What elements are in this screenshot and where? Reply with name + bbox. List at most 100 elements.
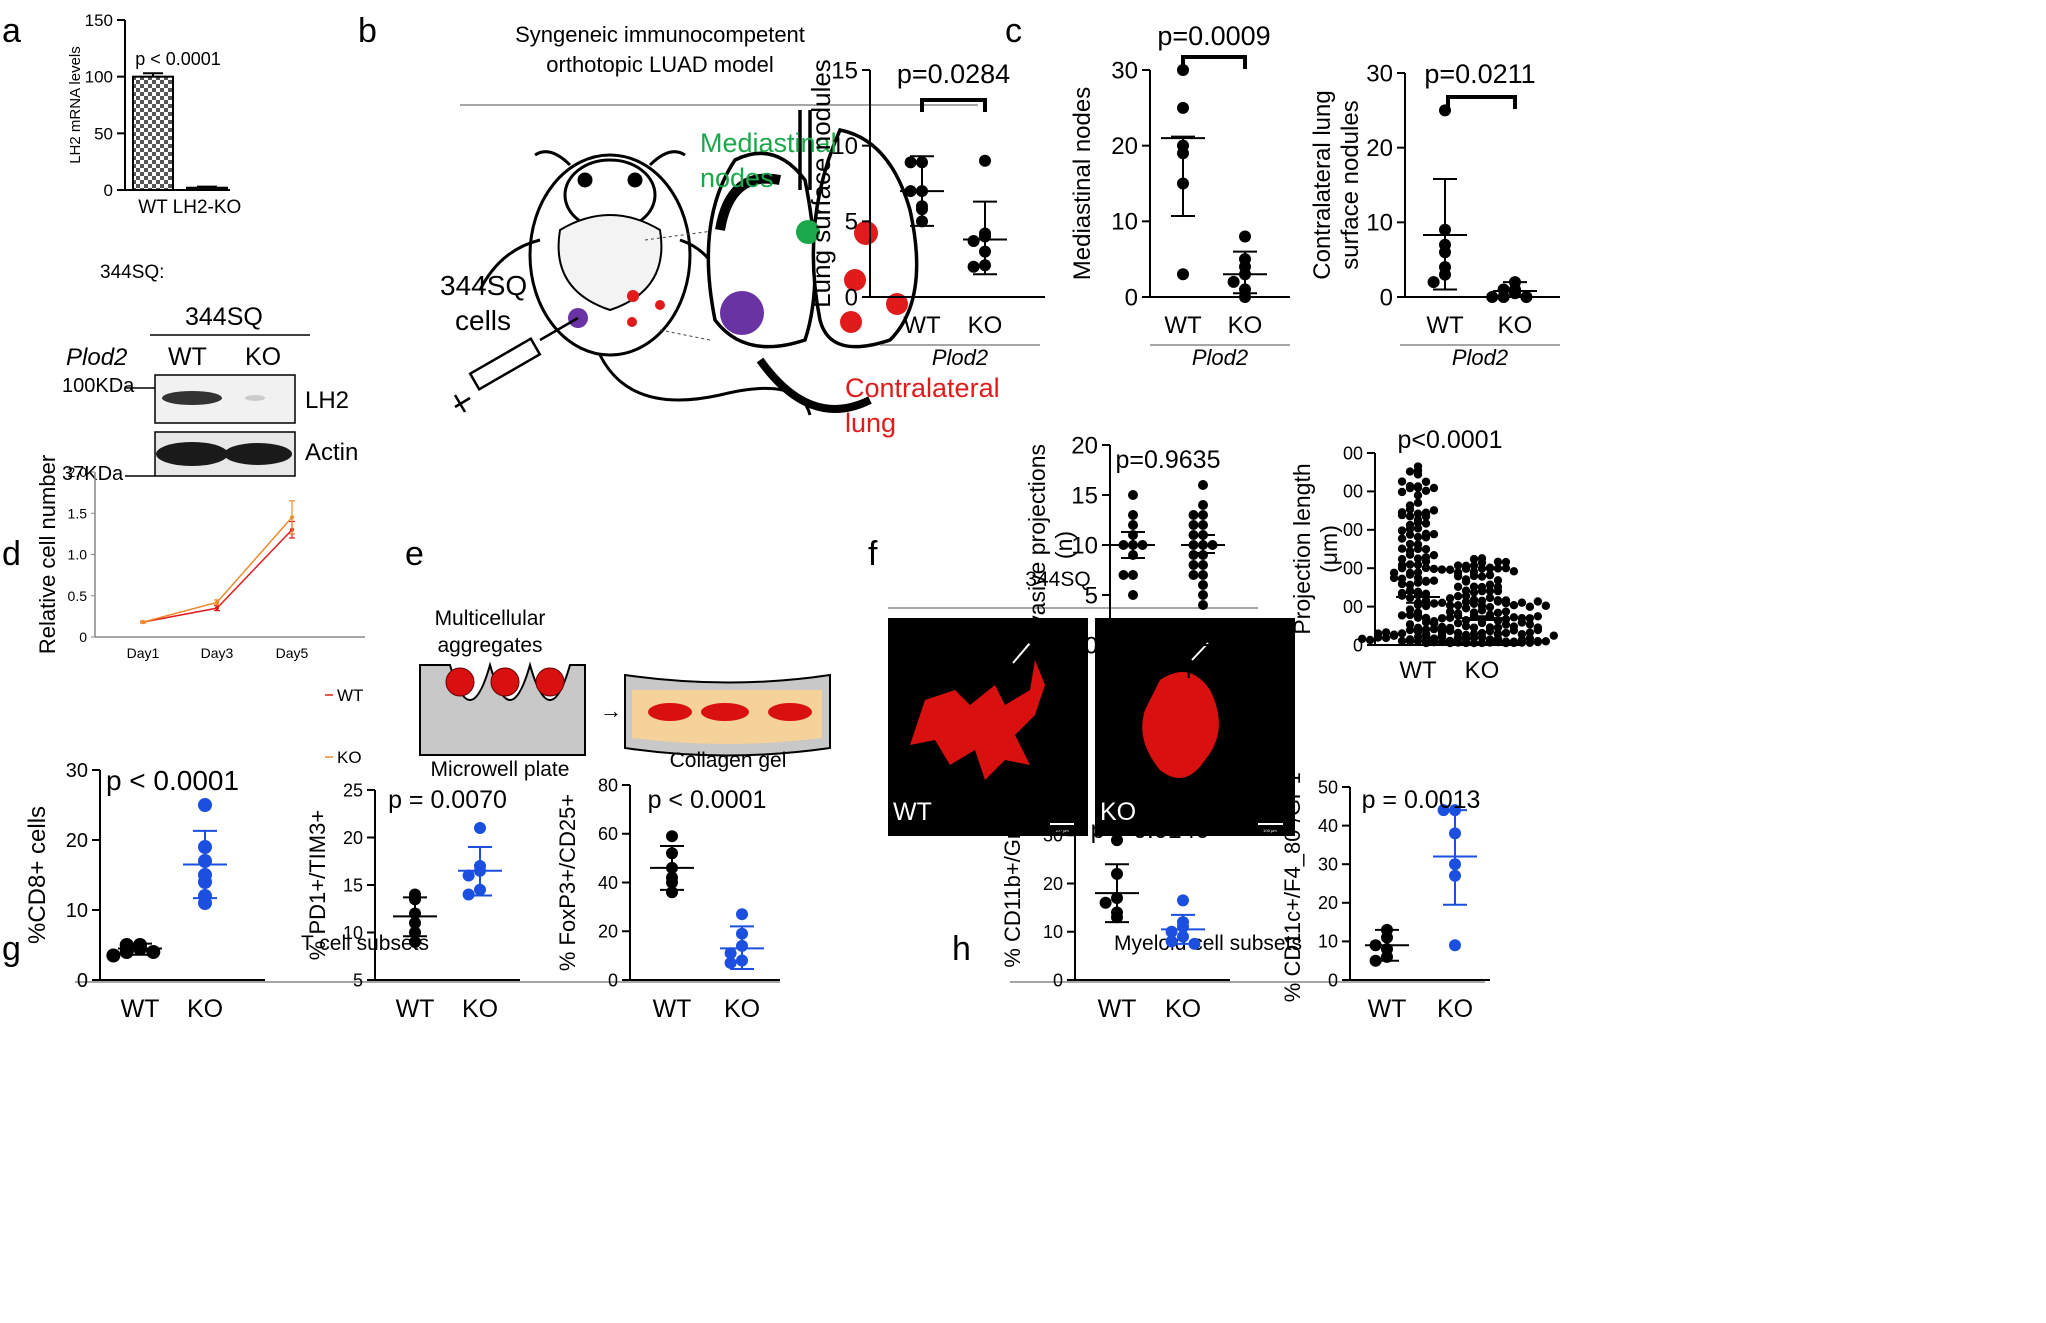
data-point <box>1198 590 1208 600</box>
chart-c3-contralateral-nodules: 0 10 20 30 Contralateral lung surface nodules… <box>1309 59 1560 370</box>
p-value: p=0.0009 <box>1157 21 1270 51</box>
x-tick-label: WT <box>653 995 692 1023</box>
data-point <box>1509 638 1519 648</box>
data-point <box>1397 526 1407 535</box>
data-point <box>1501 596 1511 605</box>
data-point <box>1405 546 1415 556</box>
data-point <box>1118 570 1129 580</box>
y-tick-label: 20 <box>1071 432 1098 459</box>
data-point <box>1453 561 1463 570</box>
data-point <box>1461 638 1471 648</box>
x-tick-label: Day5 <box>276 645 309 661</box>
data-point <box>1461 561 1471 571</box>
data-point <box>1449 939 1461 952</box>
data-point <box>1357 634 1367 644</box>
data-point <box>1477 582 1487 592</box>
data-point <box>1421 553 1431 562</box>
legend-label-ko: KO <box>337 748 362 767</box>
scalebar-wt-label: 100 μm <box>1055 828 1069 833</box>
data-point <box>1413 532 1423 542</box>
scalebar-ko-label: 100 μm <box>1263 828 1277 833</box>
data-point <box>1389 573 1399 583</box>
data-point <box>1493 564 1503 573</box>
chart-f1-invasive-projections: 0 5 10 15 20 Invasive projections (n) WT KO p=0.9… <box>1024 432 1245 684</box>
p-value: p=0.9635 <box>1116 446 1221 474</box>
y-tick-label: 0.5 <box>68 588 88 604</box>
x-tick-label: KO <box>187 995 223 1023</box>
data-point <box>1461 630 1471 640</box>
data-point <box>1525 638 1535 647</box>
data-point <box>1397 579 1407 589</box>
y-axis-label: (μm) <box>1316 525 1342 573</box>
data-point <box>1445 613 1455 622</box>
arrow-wt <box>1012 642 1031 664</box>
aggregates-label-line1: Multicellular <box>435 607 546 630</box>
panel-b-title-line2: orthotopic LUAD model <box>546 52 773 77</box>
data-point <box>1413 573 1423 583</box>
lung-node-green <box>796 220 820 244</box>
y-tick-label: 00 <box>1343 443 1363 463</box>
aggregates-label-line2: aggregates <box>437 634 542 657</box>
y-tick-label: 40 <box>598 873 618 893</box>
y-tick-label: 20 <box>343 828 363 848</box>
data-point <box>1485 563 1495 572</box>
group-label: Plod2 <box>1192 345 1248 370</box>
data-point <box>1501 638 1511 648</box>
bar-wt <box>132 75 174 191</box>
significance-bracket <box>1181 55 1247 69</box>
data-point <box>1445 607 1455 616</box>
data-point <box>1177 268 1189 281</box>
data-point <box>409 936 421 948</box>
data-point <box>1405 560 1415 569</box>
y-tick-label: 0 <box>79 629 87 645</box>
y-tick-label: 0 <box>1125 284 1138 311</box>
data-point <box>1477 572 1487 581</box>
data-point <box>1397 487 1407 497</box>
western-cell-line: 344SQ <box>185 303 263 331</box>
x-tick-label: KO <box>1465 657 1500 684</box>
microwell-aggregate-2 <box>490 667 520 697</box>
data-point <box>1177 101 1189 114</box>
panel-letter-f: f <box>868 535 878 573</box>
x-tick-label: WT <box>1426 312 1464 339</box>
zoom-line-bottom <box>659 329 711 341</box>
arrow-to-nodes <box>715 173 781 231</box>
data-point <box>1429 564 1439 574</box>
zoom-line-top <box>644 229 721 241</box>
panel-g-title: T cell subsets <box>301 932 429 955</box>
x-tick-label: KO <box>968 312 1003 339</box>
data-point <box>1477 596 1487 605</box>
y-tick-label: 10 <box>1043 922 1063 942</box>
contralateral-label-line2: lung <box>845 408 896 438</box>
data-point <box>1405 481 1415 491</box>
y-tick-label: 5 <box>353 970 363 990</box>
y-axis-label: Lung surface nodules <box>806 59 836 308</box>
y-tick-label: 5 <box>1085 582 1098 609</box>
panel-letter-e: e <box>405 535 424 573</box>
data-point <box>1188 520 1199 530</box>
y-tick-label: 0 <box>1380 284 1393 311</box>
data-point <box>198 896 212 910</box>
y-axis-label: surface nodules <box>1337 100 1364 269</box>
y-tick-label: 30 <box>1043 826 1063 846</box>
y-axis-label: Mediastinal nodes <box>1069 87 1096 280</box>
y-tick-label: 0 <box>608 970 618 990</box>
data-point <box>119 945 134 959</box>
data-point <box>1461 591 1471 601</box>
y-tick-label: 0 <box>77 970 88 992</box>
chart-c2-mediastinal-nodes: 0 10 20 30 Mediastinal nodes WT KO p=0.0009 Plod… <box>1069 21 1290 370</box>
group-label: Plod2 <box>932 345 988 370</box>
data-point <box>1413 491 1423 500</box>
y-tick-label: 1.5 <box>68 505 88 521</box>
y-tick-label: 20 <box>1318 893 1338 913</box>
organoid-wt <box>910 660 1045 780</box>
gel-aggregate-3 <box>768 703 812 721</box>
data-point <box>1469 638 1479 648</box>
legend-label-wt: WT <box>337 686 363 705</box>
data-point <box>1469 554 1479 564</box>
bar-lh2-ko <box>186 186 228 192</box>
data-point <box>1453 572 1463 581</box>
data-point <box>106 948 121 963</box>
